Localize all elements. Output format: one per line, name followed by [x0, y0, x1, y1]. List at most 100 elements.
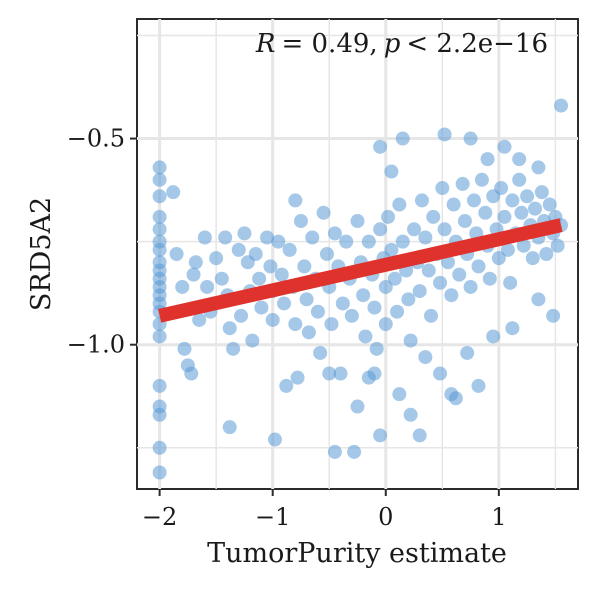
- data-point: [373, 428, 388, 443]
- data-point: [367, 300, 382, 315]
- data-point: [313, 345, 328, 360]
- data-point: [390, 304, 405, 319]
- data-point: [463, 131, 478, 146]
- data-point: [152, 440, 167, 455]
- r-label: R: [255, 29, 276, 59]
- data-point: [539, 247, 554, 261]
- data-point: [339, 234, 354, 249]
- data-point: [497, 139, 512, 154]
- data-points: [152, 98, 569, 480]
- data-point: [316, 205, 331, 220]
- data-point: [335, 296, 350, 311]
- data-point: [361, 234, 376, 249]
- y-tick-label: −1.0: [67, 331, 125, 359]
- x-axis-title: TumorPurity estimate: [207, 538, 507, 569]
- data-point: [279, 378, 294, 393]
- data-point: [460, 345, 475, 360]
- data-point: [152, 209, 167, 224]
- data-point: [534, 185, 549, 200]
- data-point: [452, 267, 467, 282]
- data-point: [455, 176, 470, 191]
- data-point: [463, 279, 478, 294]
- data-point: [274, 267, 289, 282]
- data-point: [478, 205, 493, 220]
- data-point: [152, 160, 167, 175]
- data-point: [384, 242, 399, 257]
- data-point: [277, 296, 291, 311]
- data-point: [550, 238, 565, 253]
- data-point: [197, 230, 212, 245]
- data-point: [152, 189, 167, 204]
- data-point: [384, 164, 399, 179]
- data-point: [440, 255, 455, 270]
- data-point: [424, 308, 438, 323]
- x-tick-label: 0: [378, 503, 393, 531]
- correlation-annotation: R = 0.49, p < 2.2e−16: [255, 29, 548, 59]
- data-point: [263, 259, 278, 274]
- data-point: [503, 275, 518, 290]
- x-tick-label: −1: [255, 503, 290, 531]
- data-point: [505, 321, 520, 336]
- data-point: [387, 271, 402, 286]
- axis-ticks: [130, 137, 500, 496]
- data-point: [222, 420, 237, 435]
- data-point: [516, 238, 531, 253]
- data-point: [177, 341, 192, 356]
- y-tick-labels: −0.5 −1.0: [67, 125, 125, 359]
- data-point: [333, 366, 348, 381]
- data-point: [407, 222, 422, 237]
- data-point: [282, 242, 297, 257]
- data-point: [531, 160, 546, 175]
- data-point: [252, 271, 267, 286]
- data-point: [546, 308, 561, 323]
- data-point: [403, 333, 418, 348]
- data-point: [209, 251, 224, 266]
- data-point: [260, 230, 275, 245]
- p-label: p: [384, 29, 401, 59]
- data-point: [310, 304, 325, 319]
- data-point: [152, 407, 167, 422]
- data-point: [288, 317, 303, 332]
- data-point: [234, 308, 249, 323]
- data-point: [471, 378, 486, 393]
- p-value: < 2.2e−16: [406, 29, 548, 59]
- data-point: [486, 329, 501, 344]
- data-point: [520, 189, 535, 204]
- data-point: [457, 214, 472, 229]
- data-point: [254, 300, 269, 315]
- data-point: [248, 247, 263, 261]
- data-point: [512, 172, 527, 187]
- data-point: [392, 387, 407, 402]
- data-point: [265, 312, 280, 327]
- data-point: [152, 172, 167, 187]
- data-point: [433, 275, 448, 290]
- data-point: [471, 259, 486, 274]
- data-point: [327, 444, 342, 459]
- data-point: [192, 312, 207, 327]
- x-tick-labels: −2 −1 0 1: [142, 503, 507, 531]
- data-point: [403, 407, 418, 422]
- data-point: [466, 193, 481, 208]
- data-point: [412, 284, 427, 299]
- data-point: [356, 288, 371, 303]
- data-point: [152, 242, 167, 257]
- data-point: [421, 263, 436, 278]
- data-point: [531, 292, 546, 307]
- data-point: [237, 226, 252, 241]
- data-point: [482, 271, 497, 286]
- data-point: [444, 387, 459, 402]
- data-point: [491, 251, 506, 266]
- data-point: [497, 209, 512, 224]
- data-point: [152, 222, 167, 237]
- data-point: [378, 317, 393, 332]
- data-point: [433, 366, 448, 381]
- data-point: [271, 234, 286, 249]
- data-point: [373, 222, 388, 237]
- data-point: [480, 152, 495, 167]
- data-point: [152, 378, 167, 393]
- data-point: [444, 288, 459, 303]
- data-point: [554, 98, 569, 113]
- data-point: [350, 214, 365, 229]
- data-point: [324, 317, 339, 332]
